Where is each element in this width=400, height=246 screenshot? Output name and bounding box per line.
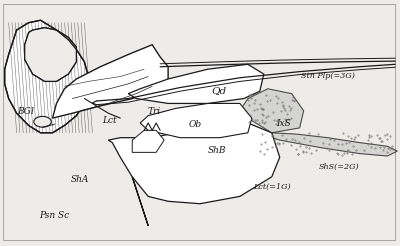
Text: Ob: Ob: [189, 121, 202, 129]
Text: Stn Plp(=3G): Stn Plp(=3G): [301, 72, 354, 80]
Polygon shape: [132, 177, 148, 226]
Text: Lct: Lct: [102, 116, 116, 124]
Polygon shape: [25, 28, 76, 81]
Text: Lct(=1G): Lct(=1G): [253, 183, 290, 191]
Text: ShS(=2G): ShS(=2G): [318, 163, 359, 171]
Text: Qd: Qd: [212, 86, 227, 95]
Polygon shape: [132, 130, 164, 152]
Text: ShA: ShA: [71, 175, 90, 184]
Text: IxS: IxS: [276, 119, 291, 127]
Polygon shape: [128, 64, 264, 103]
Text: Tri: Tri: [148, 107, 161, 116]
Text: ShB: ShB: [208, 146, 226, 155]
Polygon shape: [256, 133, 397, 156]
Circle shape: [34, 116, 51, 127]
Polygon shape: [52, 45, 168, 118]
Text: BGl: BGl: [17, 107, 34, 116]
Polygon shape: [240, 89, 304, 133]
Text: Psn Sc: Psn Sc: [40, 212, 70, 220]
Polygon shape: [140, 103, 252, 138]
Polygon shape: [108, 123, 280, 204]
Polygon shape: [5, 20, 88, 133]
